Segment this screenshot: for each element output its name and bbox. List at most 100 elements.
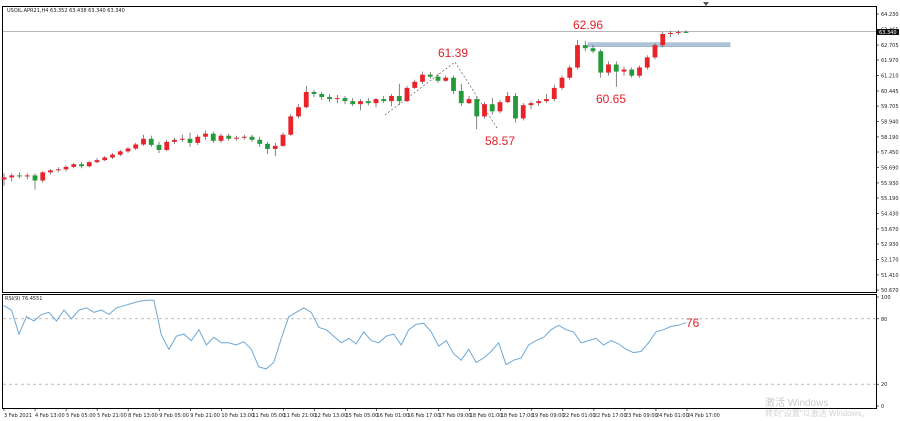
candle-body bbox=[117, 151, 123, 155]
price-tick-label: 64.230 bbox=[881, 12, 899, 18]
candle-body bbox=[265, 143, 270, 149]
candle-body bbox=[249, 136, 255, 140]
candle-body bbox=[373, 99, 379, 104]
time-tick-label: 22 Feb 17:00 bbox=[594, 413, 627, 419]
current-price-marker bbox=[877, 29, 899, 35]
time-tick-label: 5 Feb 05:00 bbox=[66, 413, 96, 419]
candlestick-series bbox=[1, 30, 689, 190]
candle-body bbox=[505, 96, 511, 103]
candle-body bbox=[474, 99, 480, 117]
candle-body bbox=[412, 81, 418, 88]
candle-body bbox=[629, 69, 635, 76]
watermark-line2: 转到"设置"以激活 Windows。 bbox=[765, 408, 869, 418]
candle-body bbox=[24, 175, 30, 177]
candle-body bbox=[218, 135, 224, 141]
price-tick-label: 56.690 bbox=[881, 165, 899, 171]
candle-body bbox=[381, 99, 387, 102]
candle-body bbox=[420, 74, 425, 82]
time-tick-label: 22 Feb 01:00 bbox=[563, 413, 596, 419]
annotation-high-61-39: 61.39 bbox=[438, 46, 468, 60]
candle-body bbox=[110, 154, 115, 158]
time-tick-label: 18 Feb 17:00 bbox=[501, 413, 534, 419]
price-tick-label: 52.170 bbox=[881, 257, 899, 263]
candle-body bbox=[210, 133, 216, 141]
candle-body bbox=[396, 96, 402, 102]
price-tick-label: 55.190 bbox=[881, 196, 899, 202]
chart-shift-marker-icon bbox=[703, 2, 709, 6]
time-tick-label: 11 Feb 05:00 bbox=[252, 413, 285, 419]
candle-body bbox=[257, 139, 263, 144]
price-tick-label: 52.930 bbox=[881, 242, 899, 248]
candle-body bbox=[164, 141, 170, 150]
candle-body bbox=[497, 102, 503, 112]
candle-body bbox=[660, 33, 666, 46]
candle-body bbox=[427, 74, 433, 77]
candle-body bbox=[598, 51, 604, 73]
candle-body bbox=[451, 77, 456, 91]
price-tick-label: 53.670 bbox=[881, 227, 899, 233]
time-tick-label: 5 Feb 21:00 bbox=[97, 413, 127, 419]
candle-body bbox=[644, 57, 650, 68]
time-axis: 3 Feb 2021 4 Feb 13:00 5 Feb 05:00 5 Feb 21… bbox=[3, 408, 720, 419]
price-tick-label: 60.445 bbox=[881, 89, 899, 95]
candle-body bbox=[520, 105, 526, 119]
time-tick-label: 24 Feb 01:00 bbox=[656, 413, 689, 419]
rsi-axis: 100 80 20 0 bbox=[876, 295, 891, 410]
candle-body bbox=[79, 164, 84, 167]
candle-body bbox=[559, 77, 565, 88]
price-tick-label: 62.705 bbox=[881, 43, 899, 49]
zigzag-pattern-line[interactable] bbox=[384, 61, 498, 129]
candle-body bbox=[544, 99, 549, 102]
candle-body bbox=[668, 32, 673, 34]
price-tick-label: 61.210 bbox=[881, 73, 899, 79]
current-price-label: 63.340 bbox=[879, 30, 897, 36]
annotation-high-62-96: 62.96 bbox=[573, 18, 603, 32]
price-tick-label: 58.190 bbox=[881, 135, 899, 141]
candle-body bbox=[319, 93, 325, 98]
time-tick-label: 9 Feb 05:00 bbox=[159, 413, 189, 419]
price-tick-label: 51.410 bbox=[881, 273, 899, 279]
candle-body bbox=[652, 45, 658, 58]
candle-body bbox=[528, 103, 534, 106]
candle-body bbox=[288, 116, 294, 135]
candle-body bbox=[567, 67, 573, 78]
candle-body bbox=[327, 97, 332, 100]
time-tick-label: 4 Feb 13:00 bbox=[35, 413, 65, 419]
resistance-zone[interactable] bbox=[587, 42, 731, 48]
time-tick-label: 18 Feb 01:00 bbox=[470, 413, 503, 419]
candle-body bbox=[141, 138, 146, 145]
candle-body bbox=[272, 145, 278, 149]
candle-body bbox=[195, 136, 201, 143]
candle-body bbox=[458, 90, 464, 104]
candle-body bbox=[435, 76, 441, 81]
candle-body bbox=[582, 45, 588, 49]
annotation-low-58-57: 58.57 bbox=[485, 134, 515, 148]
watermark-line1: 激活 Windows bbox=[765, 396, 828, 409]
candle-body bbox=[32, 175, 38, 181]
candle-body bbox=[675, 32, 681, 34]
candle-body bbox=[156, 144, 162, 150]
candle-body bbox=[404, 87, 410, 102]
candle-body bbox=[358, 101, 363, 105]
candle-body bbox=[466, 99, 472, 104]
candle-body bbox=[613, 64, 619, 72]
annotation-low-60-65: 60.65 bbox=[596, 92, 626, 106]
candle-body bbox=[513, 96, 518, 119]
rsi-tick-label: 20 bbox=[881, 382, 887, 388]
rsi-tick-label: 80 bbox=[881, 317, 887, 323]
candle-body bbox=[125, 148, 131, 152]
candle-body bbox=[683, 31, 689, 33]
candle-body bbox=[234, 137, 239, 139]
time-tick-label: 15 Feb 05:00 bbox=[346, 413, 379, 419]
candle-body bbox=[40, 172, 46, 181]
candle-body bbox=[590, 48, 596, 52]
candle-body bbox=[365, 101, 371, 104]
candle-body bbox=[311, 91, 317, 94]
price-tick-label: 57.450 bbox=[881, 150, 899, 156]
time-tick-label: 11 Feb 21:00 bbox=[283, 413, 316, 419]
time-tick-label: 24 Feb 17:00 bbox=[687, 413, 720, 419]
candle-body bbox=[148, 138, 154, 145]
rsi-pane-frame bbox=[2, 294, 877, 409]
time-tick-label: 8 Feb 13:00 bbox=[128, 413, 158, 419]
candle-body bbox=[350, 101, 356, 105]
